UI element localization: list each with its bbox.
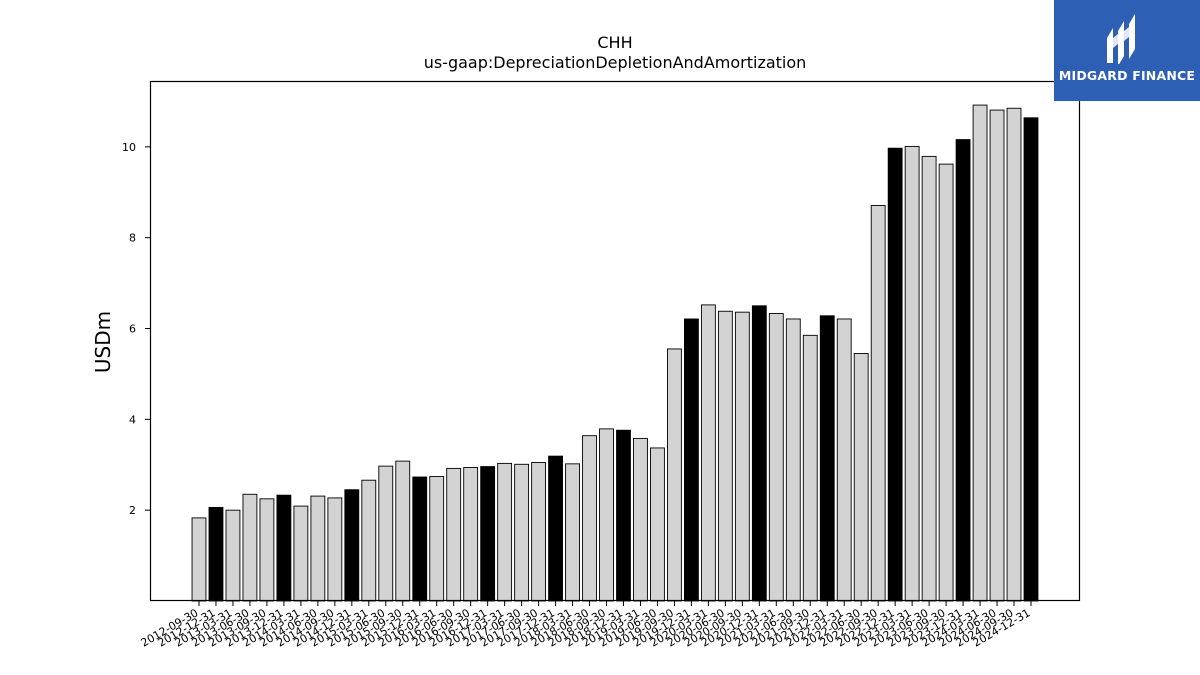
bar-2019-06-30 (650, 447, 665, 602)
bar-2017-03-31 (497, 462, 513, 602)
bar-2019-09-30 (667, 348, 682, 602)
bar-2020-06-30 (717, 310, 733, 602)
chart-title: CHH (597, 33, 632, 52)
bars-group (191, 104, 1039, 602)
bar-2014-12-31 (344, 489, 360, 602)
y-ticks-group: 2 4 6 8 10 (122, 141, 150, 517)
bar-2016-06-30 (446, 467, 462, 602)
bar-2018-09-30 (599, 428, 614, 602)
bar-2013-09-30 (259, 498, 275, 602)
y-tick-label: 8 (129, 232, 136, 245)
plot-frame (149, 80, 1081, 602)
y-tick-label: 4 (129, 413, 136, 426)
bar-2018-03-31 (565, 463, 580, 602)
bar-2014-06-30 (310, 495, 326, 602)
bar-2013-03-31 (225, 509, 241, 602)
bar-2020-09-30 (734, 311, 750, 602)
bar-2023-12-31 (955, 139, 971, 602)
bar-2013-12-31 (276, 494, 292, 602)
bar-2012-12-31 (208, 507, 224, 602)
bar-2023-09-30 (938, 163, 954, 602)
y-axis-label: USDm (91, 311, 115, 373)
bar-2020-03-31 (700, 304, 716, 602)
x-ticks-group: 2012-09-302012-12-312013-03-312013-06-30… (139, 601, 1033, 650)
bar-2018-06-30 (582, 435, 597, 602)
bar-2022-12-31 (887, 147, 903, 602)
brand-logo-box: MIDGARD FINANCE (1054, 0, 1200, 101)
y-tick-label: 6 (129, 323, 136, 336)
bar-2017-09-30 (531, 462, 547, 602)
bar-2021-03-31 (768, 313, 784, 602)
midgard-logo-icon (1107, 14, 1135, 64)
bar-2017-12-31 (548, 455, 563, 602)
y-tick-label: 10 (122, 141, 136, 154)
bar-2015-12-31 (412, 476, 428, 602)
bar-2019-03-31 (633, 437, 648, 602)
bar-2019-12-31 (684, 318, 699, 602)
bar-2024-03-31 (972, 104, 988, 602)
bar-2022-09-30 (870, 204, 886, 602)
bar-2015-03-31 (361, 479, 377, 602)
bar-2023-03-31 (904, 145, 920, 602)
bar-2016-12-31 (480, 466, 496, 602)
bar-2024-06-30 (989, 109, 1005, 602)
bar-2021-09-30 (802, 334, 818, 602)
bar-2020-12-31 (751, 305, 767, 602)
bar-2013-06-30 (242, 493, 258, 602)
bar-2016-09-30 (463, 467, 479, 602)
bar-2016-03-31 (429, 476, 445, 602)
bar-2022-03-31 (836, 318, 852, 602)
chart-subtitle: us-gaap:DepreciationDepletionAndAmortiza… (424, 53, 807, 72)
bar-2024-12-31 (1023, 117, 1039, 602)
bar-2015-09-30 (395, 460, 411, 602)
bar-2012-09-30 (191, 517, 207, 602)
bar-2022-06-30 (853, 353, 869, 602)
bar-2021-06-30 (785, 318, 801, 602)
bar-2014-09-30 (327, 497, 343, 602)
y-tick-label: 2 (129, 504, 136, 517)
bar-2018-12-31 (616, 429, 631, 602)
bar-2024-09-30 (1006, 107, 1022, 602)
bar-2014-03-31 (293, 505, 309, 602)
brand-name: MIDGARD FINANCE (1058, 68, 1196, 83)
bar-2015-06-30 (378, 465, 394, 602)
bar-2021-12-31 (819, 315, 835, 602)
bar-2023-06-30 (921, 155, 937, 602)
bar-2017-06-30 (514, 463, 530, 602)
